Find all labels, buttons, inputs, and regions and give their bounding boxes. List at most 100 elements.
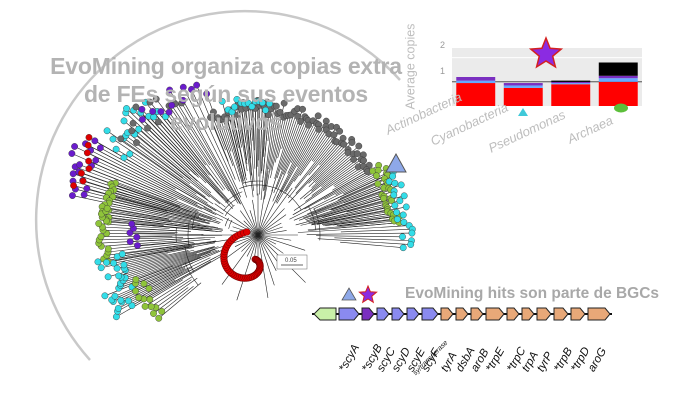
leaf-node [393,208,400,216]
leaf-node [165,108,173,116]
leaf-node [123,105,130,112]
leaf-node [315,125,323,133]
bar-segment [598,81,638,106]
bar-segment [503,87,543,106]
leaf-node [80,191,88,199]
star-marker-gene [358,284,378,304]
leaf-node [84,141,92,149]
leaf-node [276,108,284,116]
leaf-node [218,97,226,105]
triangle-marker-gene [341,287,357,301]
gene-arrow [338,307,360,321]
leaf-node [135,294,143,301]
leaf-node [402,203,410,211]
gene-arrow [391,307,405,321]
leaf-node [129,119,137,127]
bar-segment [456,80,496,84]
gene-arrow [440,307,454,321]
leaf-node [103,127,111,135]
leaf-node [101,292,109,300]
bar-segment [551,83,591,85]
leaf-node [118,250,126,258]
leaf-node [103,205,111,212]
leaf-node [133,233,141,241]
gene-arrow [506,307,520,321]
gene-arrow [361,307,375,321]
gene-arrow [553,307,569,321]
leaf-node [85,165,93,173]
gene-arrow [521,307,535,321]
leaf-node [266,100,273,108]
leaf-node [340,140,348,148]
leaf-node [188,85,195,93]
leaf-node [355,142,363,150]
leaf-node [117,135,125,143]
leaf-node [83,149,91,157]
leaf-node [126,150,134,158]
leaf-node [231,103,238,111]
gene-arrow [485,307,505,321]
leaf-node [168,101,176,109]
leaf-node [150,310,157,317]
scale-box [276,254,308,270]
leaf-node [158,308,166,315]
leaf-node [95,220,103,227]
y-tick-2: 2 [440,40,446,50]
leaf-node [85,134,93,141]
leaf-node [132,103,140,111]
leaf-node [79,177,87,185]
leaf-node [115,272,123,280]
gene-arrow [455,307,469,321]
bar-segment [503,83,543,86]
leaf-node [336,127,344,135]
gene-arrow [376,307,390,321]
leaf-node [97,233,105,241]
leaf-node [104,245,112,253]
triangle-marker [385,152,407,173]
bar-segment [456,77,496,81]
leaf-node [348,139,356,146]
leaf-node [110,259,118,267]
leaf-node [408,229,416,237]
leaf-node [111,292,119,300]
red-clade [220,228,264,282]
leaf-node [128,127,136,135]
leaf-node [400,192,408,200]
leaf-node [193,81,201,89]
leaf-node [262,106,269,114]
leaf-node [389,172,397,180]
leaf-node [145,285,153,292]
leaf-node [120,154,128,162]
leaf-node [399,244,407,252]
leaf-node [113,264,121,272]
leaf-node [85,157,93,165]
scale-label: 0.05 [285,258,297,264]
bar-segment [598,62,638,76]
leaf-node [393,215,401,223]
title-line-1: EvoMining organiza copias extra [50,53,402,79]
leaf-node [128,302,136,309]
leaf-node [157,108,165,115]
leaf-node [314,112,322,120]
y-tick-1: 1 [440,66,446,76]
leaf-node [139,116,146,123]
bar-segment [456,83,496,106]
leaf-node [166,86,174,94]
leaf-node [373,172,380,180]
leaf-node [132,276,140,283]
leaf-node [203,90,211,98]
leaf-node [141,303,149,310]
leaf-node [70,182,77,189]
leaf-node [120,117,128,125]
leaf-node [71,143,78,150]
leaf-node [374,180,382,188]
leaf-node [399,233,406,241]
leaf-node [144,124,151,132]
gene-arrow [470,307,484,321]
leaf-node [210,108,217,116]
leaf-node [396,197,404,205]
leaf-node [154,118,162,126]
leaf-node [97,264,105,272]
